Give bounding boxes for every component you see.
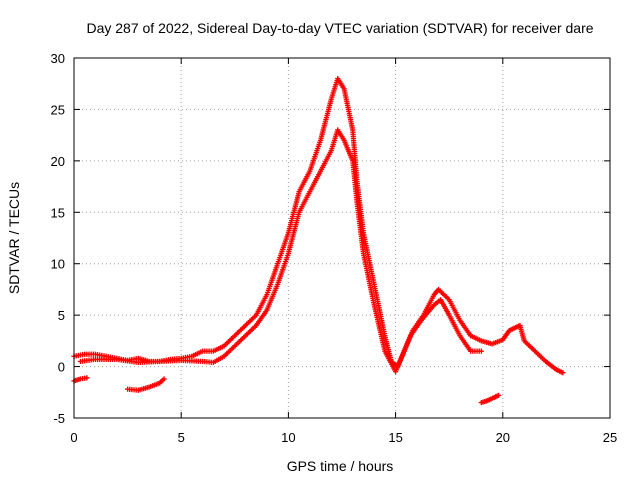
x-tick-label: 10 <box>281 430 295 445</box>
data-point <box>84 375 90 381</box>
y-tick-label: 5 <box>58 308 65 323</box>
grid-layer <box>74 58 610 418</box>
y-tick-label: 20 <box>51 154 65 169</box>
y-tick-label: 25 <box>51 102 65 117</box>
points-layer <box>71 75 566 406</box>
x-tick-label: 25 <box>603 430 617 445</box>
chart-title: Day 287 of 2022, Sidereal Day-to-day VTE… <box>86 20 593 36</box>
data-point <box>495 392 502 398</box>
series-main-upper <box>71 75 566 376</box>
y-axis-label: SDTVAR / TECUs <box>6 182 22 294</box>
y-tick-label: 30 <box>51 51 65 66</box>
series-main-lower <box>77 127 484 375</box>
y-tick-label: -5 <box>53 411 65 426</box>
y-tick-label: 0 <box>58 360 65 375</box>
plot-frame <box>73 57 611 419</box>
x-tick-label: 20 <box>496 430 510 445</box>
x-tick-label: 5 <box>178 430 185 445</box>
y-tick-label: 10 <box>51 257 65 272</box>
x-axis-label: GPS time / hours <box>287 458 394 474</box>
ticks-layer: 0 5 10 15 20 25 -5 0 5 10 15 20 25 30 <box>51 51 618 445</box>
x-tick-label: 0 <box>70 430 77 445</box>
data-point <box>560 370 566 376</box>
data-point <box>478 348 484 354</box>
series-outliers <box>71 375 502 406</box>
x-tick-label: 15 <box>388 430 402 445</box>
y-tick-label: 15 <box>51 205 65 220</box>
data-point <box>161 376 167 382</box>
